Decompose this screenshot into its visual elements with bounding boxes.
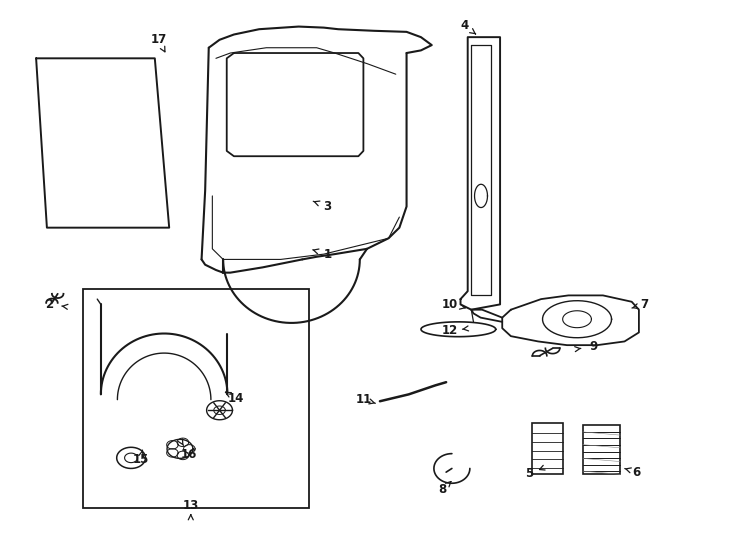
- Text: 8: 8: [438, 483, 447, 496]
- Text: 5: 5: [525, 467, 533, 480]
- Text: 9: 9: [589, 340, 597, 353]
- Text: 4: 4: [460, 19, 468, 32]
- Text: 13: 13: [183, 499, 199, 512]
- Text: 15: 15: [132, 453, 148, 466]
- Text: 1: 1: [324, 248, 332, 261]
- Text: 12: 12: [442, 325, 458, 338]
- Text: 14: 14: [228, 392, 244, 404]
- Text: 17: 17: [150, 33, 167, 46]
- Text: 2: 2: [45, 298, 53, 311]
- Text: 11: 11: [355, 393, 371, 406]
- Text: 7: 7: [640, 298, 648, 311]
- Text: 3: 3: [324, 200, 332, 213]
- Bar: [532, 423, 563, 474]
- Text: 10: 10: [442, 298, 458, 311]
- Bar: [83, 288, 310, 508]
- Text: 6: 6: [633, 465, 641, 478]
- Text: 16: 16: [181, 448, 197, 461]
- Bar: [583, 424, 620, 474]
